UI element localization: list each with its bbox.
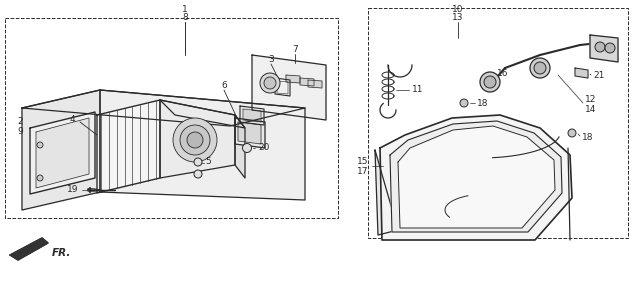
Text: 15: 15	[356, 158, 368, 166]
Text: 17: 17	[356, 166, 368, 176]
Circle shape	[534, 62, 546, 74]
Polygon shape	[97, 100, 160, 193]
Circle shape	[260, 73, 280, 93]
Circle shape	[194, 158, 202, 166]
Polygon shape	[30, 112, 95, 194]
Polygon shape	[308, 80, 322, 88]
Circle shape	[480, 72, 500, 92]
Text: FR.: FR.	[52, 248, 72, 258]
Polygon shape	[575, 68, 588, 78]
Polygon shape	[160, 100, 235, 178]
Circle shape	[180, 125, 210, 155]
Text: 18: 18	[477, 98, 488, 108]
Circle shape	[568, 129, 576, 137]
Polygon shape	[286, 75, 300, 83]
Polygon shape	[390, 121, 562, 232]
Text: 2: 2	[17, 117, 23, 127]
Text: 21: 21	[593, 71, 604, 81]
Text: 7: 7	[292, 45, 298, 54]
Polygon shape	[398, 126, 555, 228]
Text: 6: 6	[221, 81, 227, 91]
Text: 10: 10	[452, 4, 464, 13]
Text: 8: 8	[182, 13, 188, 23]
Polygon shape	[36, 118, 89, 188]
Circle shape	[460, 99, 468, 107]
Circle shape	[37, 142, 43, 148]
Circle shape	[187, 132, 203, 148]
Circle shape	[264, 77, 276, 89]
Polygon shape	[235, 118, 265, 148]
Circle shape	[605, 43, 615, 53]
Text: 12: 12	[585, 96, 596, 105]
Polygon shape	[160, 100, 245, 128]
Circle shape	[530, 58, 550, 78]
Polygon shape	[10, 238, 48, 260]
Polygon shape	[235, 115, 245, 178]
Text: 3: 3	[268, 55, 274, 64]
Circle shape	[484, 76, 496, 88]
Circle shape	[37, 175, 43, 181]
Polygon shape	[590, 35, 618, 62]
Text: 4: 4	[69, 115, 75, 125]
Polygon shape	[240, 106, 264, 125]
Circle shape	[194, 170, 202, 178]
Polygon shape	[243, 109, 261, 122]
Polygon shape	[22, 90, 100, 210]
Polygon shape	[375, 150, 398, 235]
Text: 16: 16	[497, 69, 509, 78]
Text: 1: 1	[182, 4, 188, 13]
Polygon shape	[277, 81, 288, 94]
Polygon shape	[300, 78, 314, 86]
Polygon shape	[275, 78, 290, 96]
Text: 13: 13	[452, 13, 464, 23]
Polygon shape	[252, 55, 326, 120]
Text: 9: 9	[17, 127, 23, 135]
Polygon shape	[22, 90, 305, 126]
Text: 5: 5	[205, 158, 211, 166]
Text: 18: 18	[582, 132, 593, 142]
Text: 20: 20	[258, 144, 269, 152]
Polygon shape	[380, 115, 572, 240]
Text: 14: 14	[585, 105, 596, 115]
Polygon shape	[100, 90, 305, 200]
Circle shape	[243, 144, 252, 152]
Circle shape	[173, 118, 217, 162]
Polygon shape	[238, 122, 261, 144]
Polygon shape	[88, 189, 100, 191]
Text: 19: 19	[67, 185, 78, 195]
Circle shape	[595, 42, 605, 52]
Text: 11: 11	[412, 86, 424, 95]
